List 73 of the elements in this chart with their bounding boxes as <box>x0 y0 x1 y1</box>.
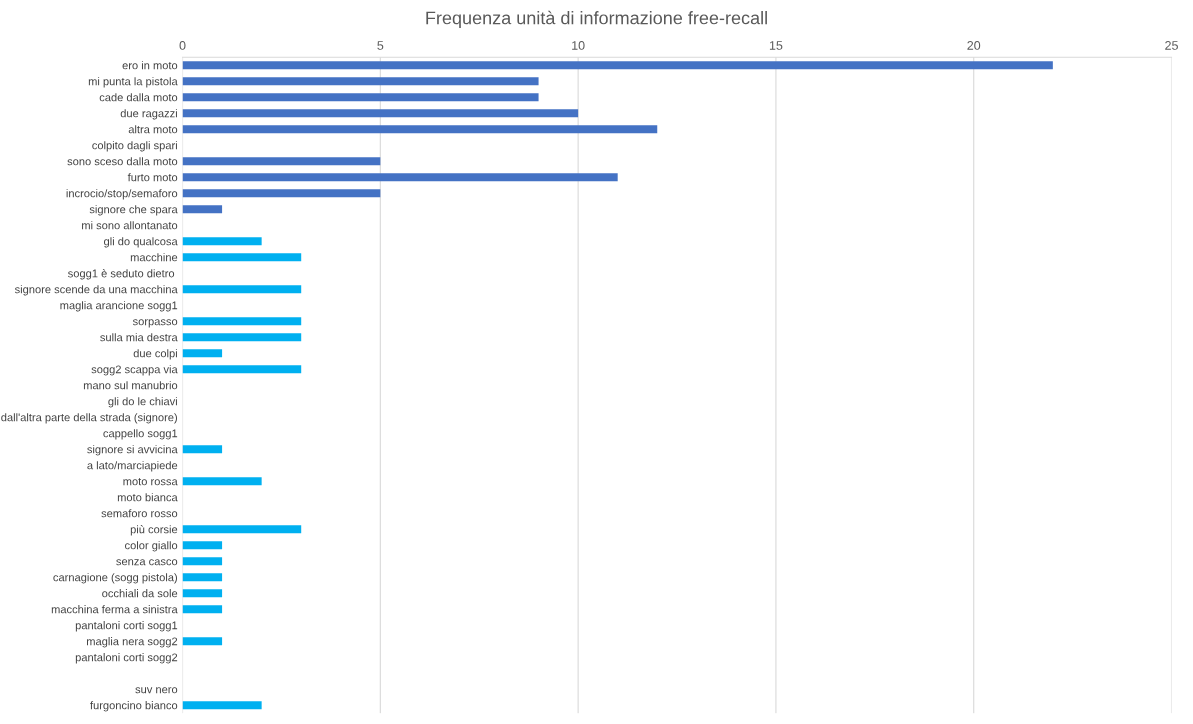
y-tick-label: signore si avvicina <box>87 445 178 456</box>
y-tick-label: ero in moto <box>122 61 178 70</box>
y-tick-label: a lato/marciapiede <box>87 461 178 472</box>
bar <box>182 557 223 566</box>
y-tick-label: maglia nera sogg2 <box>87 637 178 648</box>
y-tick-label: maglia arancione sogg1 <box>60 301 178 312</box>
bar <box>182 61 1053 70</box>
y-tick-label: sogg2 scappa via <box>91 365 178 376</box>
bar <box>182 349 223 358</box>
x-tick-label: 0 <box>179 41 186 50</box>
bar <box>182 477 262 486</box>
y-tick-label: più corsie <box>130 525 178 536</box>
y-tick-label: signore scende da una macchina <box>14 285 178 296</box>
bar <box>182 541 223 550</box>
bar <box>182 525 302 534</box>
y-tick-label: cappello sogg1 <box>103 429 178 440</box>
y-tick-label: mi sono allontanato <box>82 221 178 230</box>
x-tick-label: 5 <box>377 41 384 50</box>
y-tick-label: sorpasso <box>132 319 178 328</box>
y-tick-label: mi punta la pistola <box>88 77 178 88</box>
y-tick-label: colpito dagli spari <box>92 141 177 152</box>
x-tick-label: 10 <box>572 41 585 50</box>
y-tick-label: gli do qualcosa <box>104 237 178 248</box>
bar <box>182 93 539 102</box>
y-tick-label: pantaloni corti sogg1 <box>75 621 178 632</box>
y-tick-label: furgoncino bianco <box>90 701 178 712</box>
bar <box>182 365 302 374</box>
bar <box>182 285 302 294</box>
y-tick-label: signore che spara <box>89 205 178 216</box>
y-tick-label: color giallo <box>125 541 178 552</box>
y-tick-label: cade dalla moto <box>99 93 178 102</box>
bar <box>182 701 262 710</box>
bar <box>182 333 302 342</box>
y-tick-label: gli do le chiavi <box>108 397 177 408</box>
chart-title: Frequenza unità di informazione free-recall <box>426 10 767 28</box>
bar <box>182 637 223 646</box>
x-tick-label: 25 <box>1165 41 1178 50</box>
y-tick-label: senza casco <box>116 559 178 566</box>
bar <box>182 189 381 198</box>
bar <box>182 237 262 246</box>
bar <box>182 77 539 86</box>
y-tick-label: mano sul manubrio <box>83 381 178 390</box>
y-tick-label: furto moto <box>127 173 178 182</box>
y-tick-label: incrocio/stop/semaforo <box>66 189 178 200</box>
y-tick-label: carnagione (sogg pistola) <box>53 573 177 584</box>
y-tick-label: moto rossa <box>123 478 178 486</box>
bar <box>182 445 223 454</box>
y-tick-label: due ragazzi <box>120 109 177 120</box>
y-tick-label: macchina ferma a sinistra <box>51 605 178 614</box>
bar <box>182 205 223 214</box>
bar <box>182 589 223 598</box>
y-tick-label: dall'altra parte della strada (signore) <box>1 413 177 424</box>
y-tick-label: sono sceso dalla moto <box>67 157 178 166</box>
y-tick-label: moto bianca <box>117 493 178 502</box>
bar <box>182 573 223 582</box>
bar <box>182 317 302 326</box>
y-tick-label: sulla mia destra <box>100 333 178 342</box>
x-tick-label: 20 <box>967 41 981 50</box>
bar <box>182 125 658 134</box>
y-tick-label: pantaloni corti sogg2 <box>75 653 178 664</box>
x-tick-label: 15 <box>769 41 783 50</box>
y-tick-label: macchine <box>130 253 178 262</box>
y-tick-label: suv nero <box>135 687 178 694</box>
bar <box>182 605 223 614</box>
y-tick-label: semaforo rosso <box>101 509 178 518</box>
y-tick-label: occhiali da sole <box>102 589 178 598</box>
y-tick-label: sogg1 è seduto dietro <box>68 269 175 280</box>
bar <box>182 173 618 182</box>
bar <box>182 109 579 118</box>
y-tick-label: altra moto <box>128 125 178 134</box>
bar <box>182 157 381 166</box>
bar <box>182 253 302 262</box>
y-tick-label: due colpi <box>133 349 177 360</box>
